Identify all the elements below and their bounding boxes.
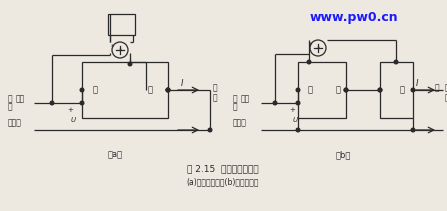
Text: *: * — [111, 44, 114, 50]
Circle shape — [80, 88, 84, 92]
Text: 负: 负 — [213, 84, 218, 92]
Text: 出: 出 — [148, 85, 153, 95]
Circle shape — [307, 60, 311, 64]
Text: U: U — [71, 117, 76, 123]
Circle shape — [344, 88, 348, 92]
Text: 中性线: 中性线 — [8, 119, 22, 127]
Circle shape — [166, 88, 170, 92]
Bar — [108, 14, 135, 35]
Circle shape — [166, 88, 170, 92]
Circle shape — [50, 101, 54, 105]
Text: 出: 出 — [336, 85, 341, 95]
Text: *: * — [317, 46, 320, 52]
Bar — [82, 62, 168, 118]
Circle shape — [296, 128, 300, 132]
Text: U: U — [293, 117, 298, 123]
Text: (a)顺人式接线；(b)跳人式接线: (a)顺人式接线；(b)跳人式接线 — [187, 177, 259, 187]
Text: 电: 电 — [233, 95, 238, 104]
Text: +: + — [289, 107, 295, 113]
Circle shape — [411, 128, 415, 132]
Text: +: + — [67, 107, 73, 113]
Text: （a）: （a） — [107, 150, 122, 160]
Text: www.pw0.cn: www.pw0.cn — [310, 11, 399, 24]
Circle shape — [378, 88, 382, 92]
Circle shape — [80, 101, 84, 105]
Text: *: * — [309, 42, 312, 48]
Circle shape — [344, 88, 348, 92]
Text: $I$: $I$ — [180, 77, 184, 88]
Text: 入: 入 — [93, 85, 98, 95]
Bar — [380, 62, 413, 118]
Text: $I$: $I$ — [415, 77, 419, 88]
Circle shape — [128, 62, 132, 66]
Text: 出: 出 — [400, 85, 405, 95]
Text: 荷: 荷 — [445, 93, 447, 103]
Text: 相线: 相线 — [16, 95, 25, 104]
Text: 出: 出 — [435, 84, 440, 92]
Text: （b）: （b） — [335, 150, 351, 160]
Text: 入: 入 — [308, 85, 313, 95]
Text: 电: 电 — [8, 95, 13, 104]
Text: *: * — [119, 48, 122, 54]
Circle shape — [394, 60, 398, 64]
Circle shape — [296, 88, 300, 92]
Circle shape — [378, 88, 382, 92]
Circle shape — [273, 101, 277, 105]
Text: 图 2.15  单相电度表接线: 图 2.15 单相电度表接线 — [187, 165, 259, 173]
Circle shape — [296, 101, 300, 105]
Text: 源: 源 — [233, 103, 238, 111]
Text: 源: 源 — [8, 103, 13, 111]
Circle shape — [208, 128, 212, 132]
Text: 荷: 荷 — [213, 93, 218, 103]
Circle shape — [411, 88, 415, 92]
Bar — [298, 62, 346, 118]
Text: 负: 负 — [445, 84, 447, 92]
Circle shape — [166, 88, 170, 92]
Text: 中性线: 中性线 — [233, 119, 247, 127]
Text: 相线: 相线 — [241, 95, 250, 104]
